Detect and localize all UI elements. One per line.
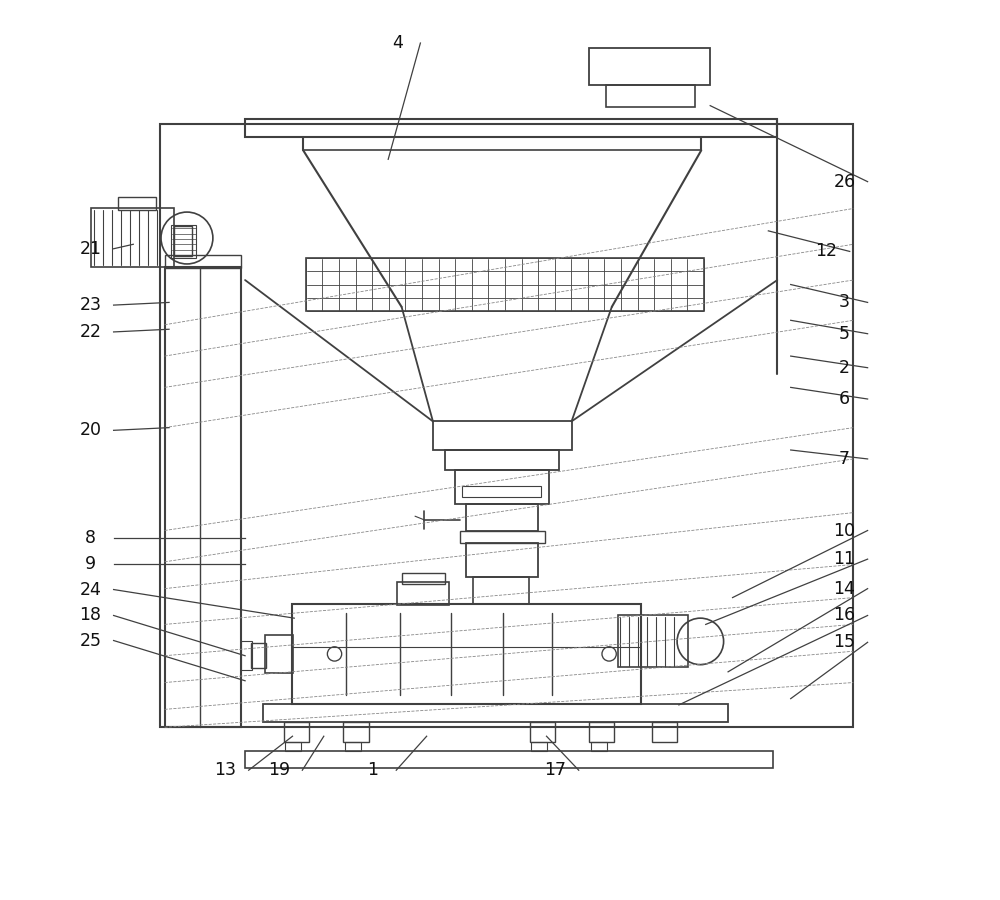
Text: 18: 18 xyxy=(79,607,101,625)
Text: 13: 13 xyxy=(214,761,236,779)
Bar xyxy=(531,742,547,751)
Bar xyxy=(618,616,688,668)
Text: 22: 22 xyxy=(79,323,101,341)
Bar xyxy=(165,255,241,268)
Bar xyxy=(292,604,641,704)
Bar xyxy=(165,266,241,727)
Bar xyxy=(402,573,445,584)
Bar xyxy=(345,742,361,751)
Text: 3: 3 xyxy=(839,293,850,311)
Bar xyxy=(174,227,192,256)
Text: 15: 15 xyxy=(833,634,855,652)
Bar xyxy=(245,751,773,769)
Bar xyxy=(433,421,572,450)
Text: 20: 20 xyxy=(79,421,101,439)
Bar xyxy=(606,86,695,107)
Text: 2: 2 xyxy=(839,359,850,377)
Bar xyxy=(652,722,677,742)
Text: 25: 25 xyxy=(79,632,101,650)
Bar xyxy=(397,582,449,605)
Bar xyxy=(460,530,545,543)
Text: 24: 24 xyxy=(79,580,101,598)
Text: 16: 16 xyxy=(833,607,855,625)
Bar xyxy=(171,225,196,257)
Text: 23: 23 xyxy=(79,296,101,314)
Bar xyxy=(589,722,614,742)
Bar xyxy=(306,257,704,311)
Text: 10: 10 xyxy=(833,521,855,539)
Bar xyxy=(118,197,156,211)
Bar xyxy=(445,450,559,470)
Bar xyxy=(462,486,541,497)
Bar xyxy=(343,722,369,742)
Bar xyxy=(466,504,538,530)
Bar xyxy=(284,722,309,742)
Bar xyxy=(455,470,549,504)
Text: 12: 12 xyxy=(815,242,837,260)
Bar xyxy=(591,742,607,751)
Bar xyxy=(473,577,529,604)
Bar xyxy=(160,123,853,727)
Text: 7: 7 xyxy=(839,450,850,468)
Bar xyxy=(91,209,174,266)
Text: 26: 26 xyxy=(833,173,855,191)
Text: 1: 1 xyxy=(367,761,378,779)
Bar xyxy=(589,48,710,86)
Text: 9: 9 xyxy=(85,555,96,573)
Bar xyxy=(263,704,728,722)
Text: 6: 6 xyxy=(839,390,850,408)
Text: 5: 5 xyxy=(839,325,850,343)
Bar xyxy=(241,642,252,670)
Bar xyxy=(245,119,777,137)
Text: 17: 17 xyxy=(544,761,566,779)
Bar xyxy=(265,635,293,672)
Bar xyxy=(466,543,538,577)
Bar xyxy=(251,644,266,668)
Text: 8: 8 xyxy=(85,528,96,546)
Text: 14: 14 xyxy=(833,580,855,598)
Text: 11: 11 xyxy=(833,550,855,568)
Text: 21: 21 xyxy=(79,239,101,257)
Text: 19: 19 xyxy=(268,761,290,779)
Bar xyxy=(285,742,301,751)
Text: 4: 4 xyxy=(392,34,403,52)
Bar xyxy=(530,722,555,742)
